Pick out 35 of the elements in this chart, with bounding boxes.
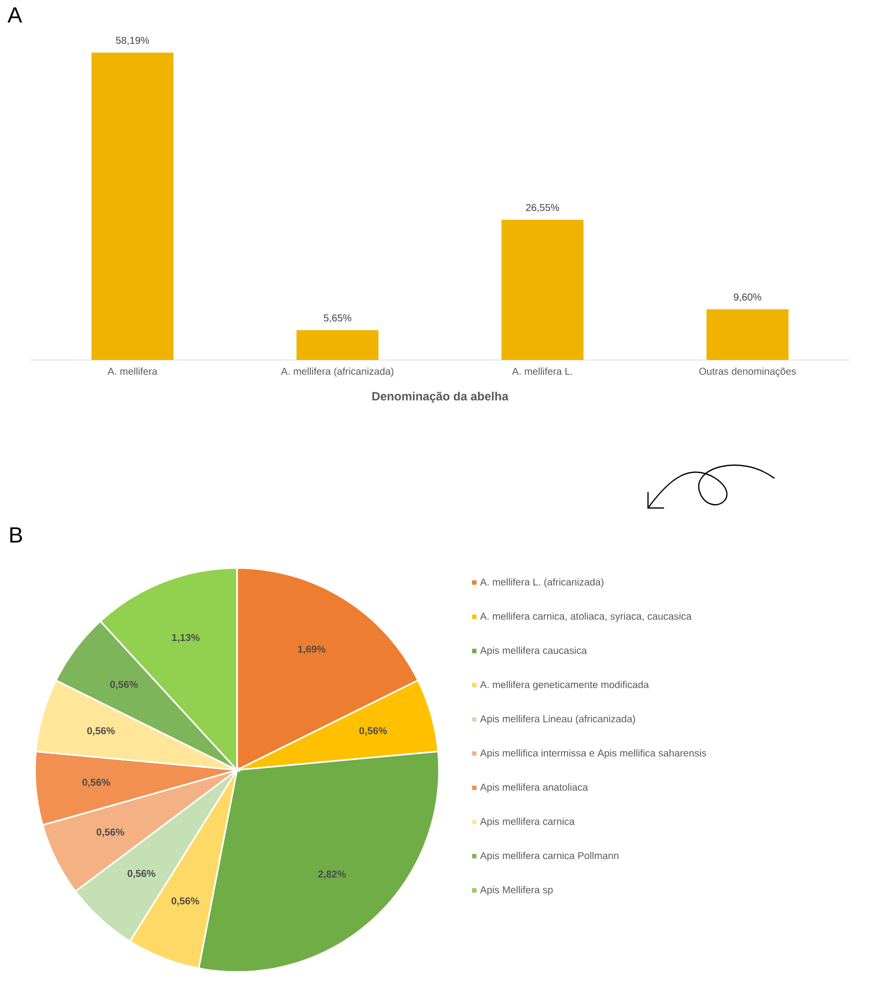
bar: [502, 220, 584, 360]
legend-label: Apis mellifera carnica Pollmann: [480, 852, 618, 862]
bar: [706, 309, 789, 360]
data-label: 58,19%: [116, 36, 150, 46]
bar: [92, 52, 174, 360]
x-axis-title: Denominação da abelha: [372, 392, 508, 403]
legend-label: A. mellifera L. (africanizada): [480, 578, 604, 588]
data-label: 0,56%: [82, 778, 110, 788]
legend-label: Apis mellifera Lineau (africanizada): [480, 715, 636, 724]
x-tick-label: A. mellifera (africanizada): [281, 368, 394, 377]
data-label: 0,56%: [87, 727, 115, 736]
chart-title: A: [8, 7, 22, 22]
legend-label: Apis mellifera carnica: [480, 818, 575, 827]
legend-label: Apis mellifera anatoliaca: [480, 783, 588, 793]
legend-label: A. mellifera carnica, atoliaca, syriaca, caucasica: [480, 612, 692, 622]
data-label: 0,56%: [359, 727, 387, 736]
data-label: 1,13%: [172, 634, 200, 642]
data-label: 5,65%: [324, 314, 352, 323]
x-tick-label: A. mellifera: [108, 368, 158, 375]
legend-label: Apis Mellifera sp: [480, 886, 553, 896]
data-label: 1,69%: [298, 646, 326, 654]
bar: [296, 330, 379, 360]
data-label: 9,60%: [734, 294, 762, 302]
legend-label: Apis mellifera caucasica: [480, 646, 587, 656]
data-label: 0,56%: [110, 680, 138, 690]
data-label: 26,55%: [526, 204, 560, 212]
data-label: 2,82%: [318, 870, 346, 880]
x-tick-label: A. mellifera L.: [512, 368, 572, 375]
legend-label: Apis mellifica intermissa e Apis mellifica saharensis: [480, 749, 706, 759]
data-label: 0,56%: [128, 870, 156, 878]
x-tick-label: Outras denominações: [699, 368, 796, 377]
chart-title: B: [10, 527, 22, 542]
legend-label: A. mellifera geneticamente modificada: [480, 680, 649, 690]
data-label: 0,56%: [96, 828, 124, 838]
data-label: 0,56%: [172, 897, 200, 906]
